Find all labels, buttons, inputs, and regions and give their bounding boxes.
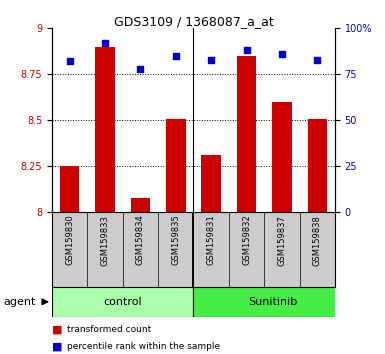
Point bbox=[279, 51, 285, 57]
Point bbox=[137, 66, 144, 72]
Point bbox=[208, 57, 214, 62]
Point bbox=[67, 59, 73, 64]
Bar bbox=[308, 119, 327, 212]
Text: GSM159834: GSM159834 bbox=[136, 215, 145, 266]
Bar bbox=[237, 56, 256, 212]
Bar bbox=[166, 119, 186, 212]
Bar bbox=[272, 102, 291, 212]
Text: GSM159832: GSM159832 bbox=[242, 215, 251, 266]
Text: ■: ■ bbox=[52, 342, 62, 352]
Text: Sunitinib: Sunitinib bbox=[248, 297, 298, 307]
Text: GSM159838: GSM159838 bbox=[313, 215, 322, 266]
Text: GSM159831: GSM159831 bbox=[207, 215, 216, 266]
Bar bbox=[201, 155, 221, 212]
Bar bbox=[60, 166, 79, 212]
Title: GDS3109 / 1368087_a_at: GDS3109 / 1368087_a_at bbox=[114, 15, 273, 28]
Bar bbox=[52, 287, 193, 317]
Text: control: control bbox=[104, 297, 142, 307]
Point bbox=[243, 47, 249, 53]
Point bbox=[173, 53, 179, 59]
Text: GSM159837: GSM159837 bbox=[277, 215, 286, 266]
Point bbox=[314, 57, 320, 62]
Text: GSM159835: GSM159835 bbox=[171, 215, 180, 266]
Bar bbox=[95, 47, 115, 212]
Bar bbox=[193, 287, 353, 317]
Text: GSM159830: GSM159830 bbox=[65, 215, 74, 266]
Text: transformed count: transformed count bbox=[67, 325, 152, 334]
Text: ■: ■ bbox=[52, 324, 62, 334]
Point bbox=[102, 40, 108, 46]
Bar bbox=[131, 198, 150, 212]
Text: percentile rank within the sample: percentile rank within the sample bbox=[67, 342, 221, 352]
Text: GSM159833: GSM159833 bbox=[100, 215, 110, 266]
Text: agent: agent bbox=[4, 297, 36, 307]
